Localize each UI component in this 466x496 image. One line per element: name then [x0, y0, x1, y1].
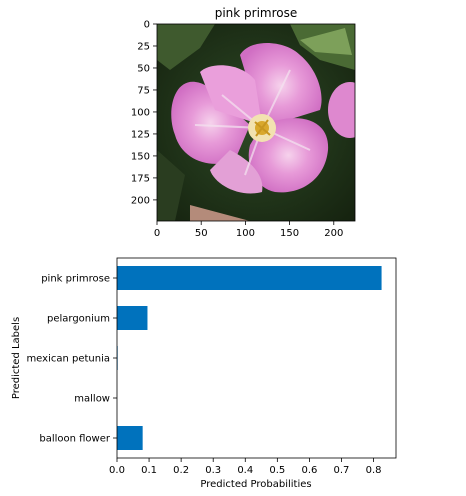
- image-x-tick-label: 0: [154, 228, 160, 239]
- image-y-tick-label: 150: [131, 151, 150, 162]
- x-tick-label: 0.3: [205, 465, 221, 476]
- x-tick-label: 0.4: [237, 465, 253, 476]
- bar: [117, 266, 382, 290]
- image-title: pink primrose: [215, 6, 298, 20]
- flower-image: [157, 24, 355, 221]
- y-tick-label: mallow: [74, 394, 110, 405]
- x-tick-label: 0.1: [141, 465, 157, 476]
- image-y-tick-label: 175: [131, 173, 150, 184]
- x-axis-title: Predicted Probabilities: [200, 479, 311, 490]
- image-y-tick-label: 0: [144, 20, 150, 31]
- image-x-tick-label: 150: [280, 228, 299, 239]
- x-tick-label: 0.7: [334, 465, 350, 476]
- y-tick-label: balloon flower: [39, 434, 111, 445]
- image-y-tick-label: 50: [137, 63, 150, 74]
- bar-series: [117, 266, 382, 450]
- image-y-tick-label: 75: [137, 85, 150, 96]
- x-tick-label: 0.6: [301, 465, 317, 476]
- y-axis-title: Predicted Labels: [11, 317, 22, 399]
- image-frame: [156, 23, 356, 222]
- image-y-tick-label: 25: [137, 41, 150, 52]
- x-tick-label: 0.0: [109, 465, 125, 476]
- bar-axis-ticks: pink primrose pelargonium mexican petunia m…: [26, 274, 381, 477]
- x-tick-label: 0.5: [269, 465, 285, 476]
- x-tick-label: 0.8: [366, 465, 382, 476]
- y-tick-label: pink primrose: [41, 274, 110, 285]
- image-x-tick-label: 100: [236, 228, 255, 239]
- image-y-tick-label: 125: [131, 129, 150, 140]
- x-tick-label: 0.2: [173, 465, 189, 476]
- y-tick-label: mexican petunia: [26, 354, 110, 365]
- bar: [117, 306, 148, 330]
- image-axis-ticks: 0 50 100 150 200 0 25 50 75 100 125 150 175 200: [131, 20, 343, 240]
- image-x-tick-label: 200: [324, 228, 343, 239]
- image-y-tick-label: 200: [131, 195, 150, 206]
- y-tick-label: pelargonium: [47, 314, 110, 325]
- image-y-tick-label: 100: [131, 107, 150, 118]
- image-x-tick-label: 50: [195, 228, 208, 239]
- bar: [117, 426, 143, 450]
